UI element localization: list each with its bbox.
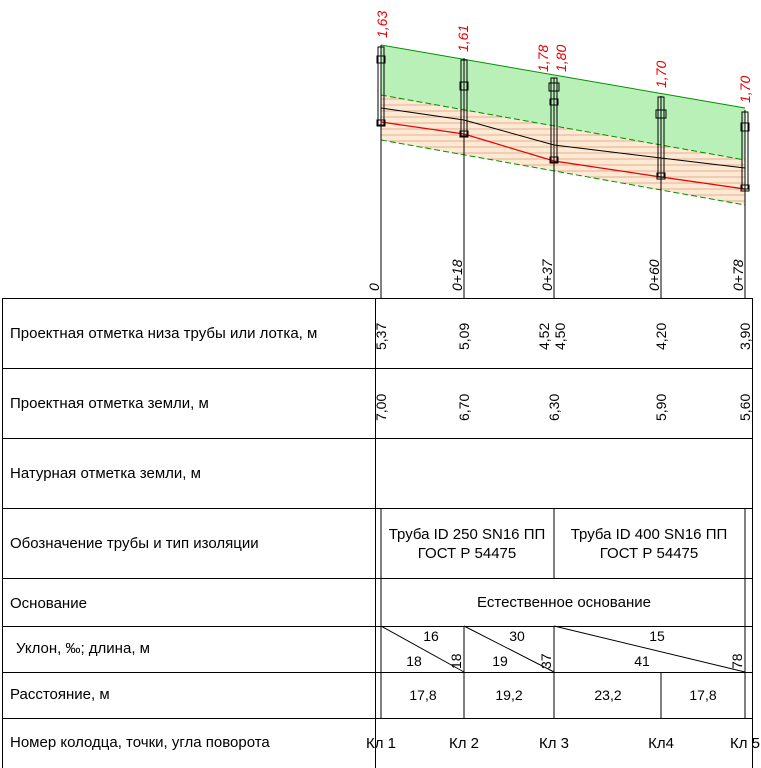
slope-value: 30 bbox=[509, 628, 525, 644]
ground-design-value: 6,30 bbox=[546, 394, 562, 421]
distance-value: 19,2 bbox=[495, 687, 522, 703]
row-label-slope: Уклон, ‰; длина, м bbox=[16, 640, 150, 657]
row-label-ground-design: Проектная отметка земли, м bbox=[10, 395, 209, 412]
design-ground-band bbox=[381, 45, 745, 160]
chainage-label: 0+78 bbox=[730, 259, 746, 291]
chainage-label: 0+60 bbox=[646, 259, 662, 291]
pipe-bottom-value: 5,09 bbox=[456, 323, 472, 350]
pipe-type-line: ГОСТ Р 54475 bbox=[418, 545, 517, 562]
well-number: Кл 3 bbox=[539, 735, 569, 752]
depth-label: 1,70 bbox=[737, 76, 753, 103]
profile-drawing: 1,63 1,61 1,78 1,80 1,70 1,70 0 0+18 0+3… bbox=[366, 11, 753, 298]
row-label-pipe-type: Обозначение трубы и тип изоляции bbox=[10, 535, 259, 552]
distance-cells: 17,8 19,2 23,2 17,8 bbox=[409, 687, 716, 703]
pipe-type-cells: Труба ID 250 SN16 ПП ГОСТ Р 54475 Труба … bbox=[389, 526, 728, 562]
pipe-bottom-value: 3,90 bbox=[737, 323, 753, 350]
row-label-ground-natural: Натурная отметка земли, м bbox=[10, 465, 201, 482]
slope-end-chainage: 18 bbox=[448, 653, 464, 669]
chainage-label: 0+18 bbox=[449, 259, 465, 291]
pipe-type-line: Труба ID 400 SN16 ПП bbox=[571, 526, 728, 543]
pipe-bottom-value: 5,37 bbox=[373, 323, 389, 350]
slope-value: 15 bbox=[649, 628, 665, 644]
profile-table-grid bbox=[2, 298, 753, 768]
well-number: Кл 1 bbox=[366, 735, 396, 752]
distance-value: 23,2 bbox=[594, 687, 621, 703]
base-value: Естественное основание bbox=[477, 594, 651, 611]
depth-label: 1,80 bbox=[553, 45, 569, 72]
chainage-label: 0+37 bbox=[539, 258, 555, 291]
row-label-well-number: Номер колодца, точки, угла поворота bbox=[10, 734, 270, 751]
ground-design-value: 5,90 bbox=[653, 394, 669, 421]
row-labels: Проектная отметка низа трубы или лотка, … bbox=[10, 325, 317, 751]
pipe-type-line: ГОСТ Р 54475 bbox=[600, 545, 699, 562]
natural-ground-line bbox=[380, 94, 746, 161]
slope-end-chainage: 37 bbox=[538, 653, 554, 669]
well-numbers: Кл 1 Кл 2 Кл 3 Кл4 Кл 5 bbox=[366, 735, 760, 752]
row-label-distance: Расстояние, м bbox=[10, 686, 110, 703]
pipe-bottom-value: 4,50 bbox=[552, 323, 568, 350]
well-number: Кл 2 bbox=[449, 735, 479, 752]
slope-end-chainage: 78 bbox=[729, 653, 745, 669]
distance-value: 17,8 bbox=[689, 687, 716, 703]
distance-value: 17,8 bbox=[409, 687, 436, 703]
ground-design-value: 7,00 bbox=[373, 394, 389, 421]
row-label-base: Основание bbox=[10, 595, 87, 612]
well-symbols bbox=[376, 46, 750, 192]
pipe-type-line: Труба ID 250 SN16 ПП bbox=[389, 526, 546, 543]
ground-design-value: 6,70 bbox=[456, 394, 472, 421]
pipe-bottom-value: 4,52 bbox=[536, 323, 552, 350]
pipe-bottom-values: 5,37 5,09 4,52 4,50 4,20 3,90 bbox=[373, 323, 753, 350]
well-number: Кл 5 bbox=[730, 735, 760, 752]
slope-cells: 16 18 18 30 19 37 15 41 78 bbox=[406, 628, 745, 669]
slope-length: 19 bbox=[492, 653, 508, 669]
depth-label: 1,78 bbox=[535, 45, 551, 72]
depth-label: 1,63 bbox=[374, 11, 390, 38]
slope-value: 16 bbox=[423, 628, 439, 644]
pipe-bottom-value: 4,20 bbox=[653, 323, 669, 350]
design-ground-line bbox=[380, 44, 746, 109]
ground-design-value: 5,60 bbox=[737, 394, 753, 421]
trench-bottom-line bbox=[380, 139, 746, 206]
chainage-label: 0 bbox=[366, 283, 382, 291]
slope-length: 41 bbox=[634, 653, 650, 669]
depth-label: 1,61 bbox=[455, 25, 471, 52]
depth-label: 1,70 bbox=[653, 61, 669, 88]
well-verticals bbox=[380, 45, 746, 298]
row-label-pipe-bottom: Проектная отметка низа трубы или лотка, … bbox=[10, 325, 317, 342]
ground-design-values: 7,00 6,70 6,30 5,90 5,60 bbox=[373, 394, 753, 421]
well-number: Кл4 bbox=[648, 735, 674, 752]
slope-length: 18 bbox=[406, 653, 422, 669]
